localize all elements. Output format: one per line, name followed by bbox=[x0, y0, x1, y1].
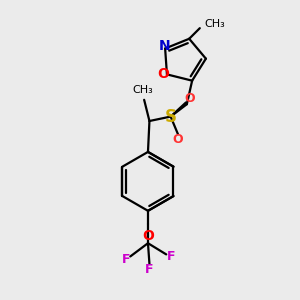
Text: O: O bbox=[142, 230, 154, 243]
Text: CH₃: CH₃ bbox=[132, 85, 153, 94]
Text: F: F bbox=[122, 254, 130, 266]
Text: F: F bbox=[167, 250, 175, 263]
Text: CH₃: CH₃ bbox=[204, 19, 225, 29]
Text: S: S bbox=[165, 108, 177, 126]
Text: F: F bbox=[145, 263, 154, 276]
Text: O: O bbox=[173, 133, 183, 146]
Text: O: O bbox=[157, 68, 169, 81]
Text: O: O bbox=[184, 92, 195, 105]
Text: N: N bbox=[158, 39, 170, 53]
